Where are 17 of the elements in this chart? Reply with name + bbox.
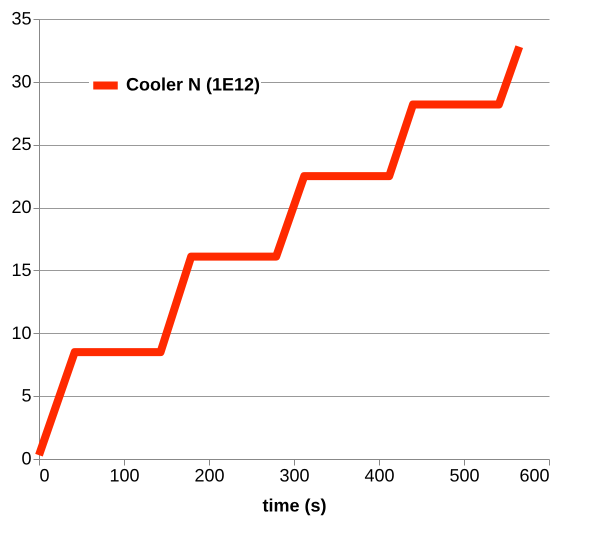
y-tick-label: 15 xyxy=(11,260,32,280)
x-tick-label: 200 xyxy=(194,466,225,486)
x-tick-label: 400 xyxy=(364,466,395,486)
y-tick-label: 5 xyxy=(21,386,32,406)
x-tick-label: 100 xyxy=(109,466,140,486)
y-tick-label: 0 xyxy=(21,448,32,468)
y-tick-label: 35 xyxy=(11,8,32,28)
y-tick-label: 20 xyxy=(11,197,32,218)
x-tick-label: 0 xyxy=(40,466,50,486)
legend-label: Cooler N (1E12) xyxy=(126,74,260,94)
x-tick-label: 600 xyxy=(519,466,550,486)
y-tick-label: 25 xyxy=(11,134,32,154)
y-tick-label: 30 xyxy=(11,71,32,92)
x-tick-label: 500 xyxy=(449,466,480,486)
y-tick-label: 10 xyxy=(11,322,32,343)
x-tick-label: 300 xyxy=(279,466,310,486)
x-axis-title: time (s) xyxy=(262,496,327,516)
